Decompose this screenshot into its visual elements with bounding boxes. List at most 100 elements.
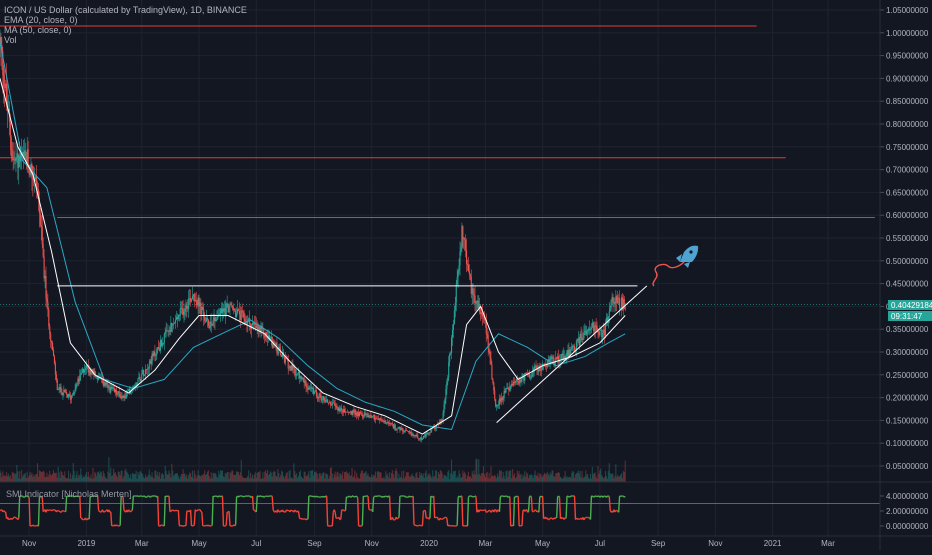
volume-bar — [367, 473, 368, 482]
candle-body — [288, 360, 289, 369]
volume-bar — [333, 478, 334, 482]
candle-body — [16, 153, 17, 158]
candle-body — [319, 394, 320, 399]
volume-bar — [454, 471, 455, 482]
volume-bar — [344, 472, 345, 482]
candle-body — [531, 377, 532, 378]
volume-bar — [1, 477, 2, 482]
volume-bar — [49, 471, 50, 482]
candle-body — [453, 324, 454, 330]
volume-bar — [86, 472, 87, 482]
volume-bar — [508, 471, 509, 482]
candle-body — [580, 334, 581, 345]
volume-bar — [465, 474, 466, 482]
volume-bar — [14, 473, 15, 482]
candle-body — [595, 325, 596, 331]
ema-legend[interactable]: EMA (20, close, 0) — [4, 15, 78, 25]
volume-bar — [395, 471, 396, 482]
symbol-legend[interactable]: ICON / US Dollar (calculated by TradingV… — [4, 5, 247, 15]
candle-body — [602, 333, 603, 337]
candle-body — [393, 424, 394, 428]
candle-body — [122, 396, 123, 398]
smi-segment — [4, 511, 5, 512]
candle-body — [428, 432, 429, 433]
candle-body — [616, 296, 617, 303]
candle-body — [358, 412, 359, 416]
smi-segment — [238, 496, 239, 497]
resistance-lines[interactable] — [0, 26, 875, 218]
candle-body — [111, 387, 112, 389]
candle-body — [173, 324, 174, 325]
volume-bar — [332, 473, 333, 482]
volume-bar — [98, 472, 99, 482]
candle-body — [14, 159, 15, 161]
smi-segment — [186, 511, 187, 526]
volume-bar — [115, 472, 116, 482]
candle-body — [572, 346, 573, 347]
candle-body — [13, 157, 14, 159]
volume-bar — [350, 476, 351, 482]
volume-bar — [470, 476, 471, 482]
volume-bar — [155, 470, 156, 482]
volume-bar — [467, 476, 468, 482]
candle-body — [149, 363, 150, 368]
volume-bar — [185, 477, 186, 482]
candles[interactable] — [0, 30, 626, 443]
candle-body — [284, 356, 285, 363]
y-tick-label: 0.05000000 — [886, 462, 929, 471]
volume-bar — [473, 474, 474, 482]
volume-bar — [418, 478, 419, 482]
candle-body — [56, 374, 57, 379]
candle-body — [121, 396, 122, 398]
volume-bar — [214, 473, 215, 482]
smi-segment — [420, 525, 421, 526]
volume-bar — [563, 478, 564, 482]
volume-bar — [624, 472, 625, 482]
volume-bar — [46, 473, 47, 482]
volume-bar — [95, 473, 96, 482]
candle-body — [340, 408, 341, 410]
volume-legend[interactable]: Vol — [4, 35, 17, 45]
smi-segment — [487, 511, 488, 512]
ma-legend[interactable]: MA (50, close, 0) — [4, 25, 72, 35]
candle-body — [354, 410, 355, 414]
volume-bar — [316, 472, 317, 482]
x-tick-label: 2020 — [420, 539, 438, 548]
smi-segment — [19, 496, 20, 518]
volume-bar — [514, 473, 515, 482]
volume-bar — [599, 471, 600, 482]
volume-bar — [426, 470, 427, 482]
volume-bar — [399, 478, 400, 482]
candle-body — [569, 350, 570, 355]
smi-segment — [440, 518, 441, 519]
volume-bar — [93, 478, 94, 482]
candle-body — [91, 371, 92, 374]
smi-segment — [429, 518, 430, 519]
candle-body — [110, 387, 111, 393]
volume-bar — [354, 471, 355, 482]
smi-segment — [221, 496, 222, 497]
smi-legend[interactable]: SMI Indicator [Nicholas Merten] — [6, 489, 132, 499]
smi-segment — [56, 511, 57, 512]
volume-bar — [425, 473, 426, 482]
volume-bar — [23, 475, 24, 482]
smi-segment — [33, 525, 34, 526]
smi-segment — [214, 496, 215, 497]
smi-segment — [617, 511, 618, 512]
y-tick-label: 0.70000000 — [886, 166, 929, 175]
candle-body — [502, 397, 503, 399]
price-axis[interactable]: 1.050000001.000000000.950000000.90000000… — [880, 0, 929, 550]
candle-body — [430, 430, 431, 433]
candle-body — [499, 398, 500, 404]
candle-body — [295, 375, 296, 376]
candle-body — [481, 312, 482, 314]
volume-bar — [413, 476, 414, 482]
candle-body — [142, 370, 143, 374]
candle-body — [423, 436, 424, 439]
volume-bar — [48, 475, 49, 482]
candle-body — [148, 368, 149, 369]
volume-bar — [148, 475, 149, 482]
